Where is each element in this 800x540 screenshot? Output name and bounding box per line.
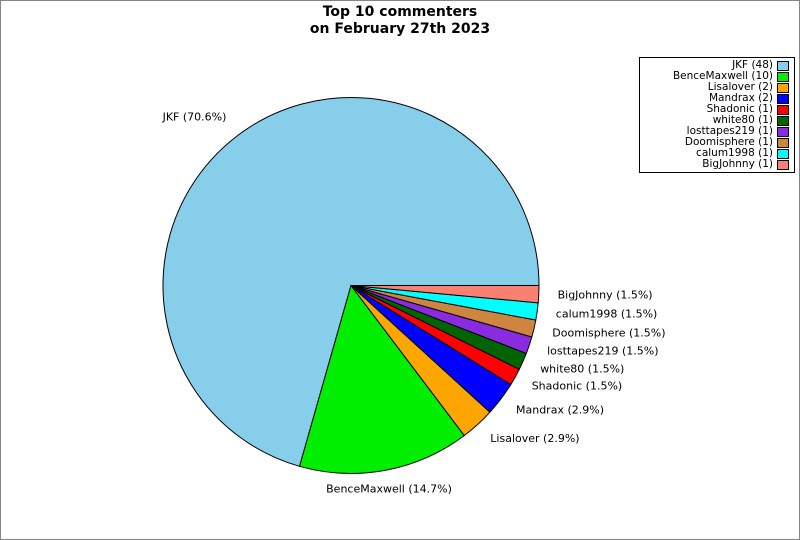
chart-title-line-1: Top 10 commenters [322,4,478,20]
legend-label: Doomisphere (1) [684,136,773,148]
legend-row-losttapes219: losttapes219 (1) [642,126,789,137]
legend-swatch-Lisalover [777,82,789,93]
legend-label: calum1998 (1) [696,147,773,159]
legend-row-calum1998: calum1998 (1) [642,148,789,159]
legend-swatch-white80 [777,115,789,126]
legend-swatch-calum1998 [777,148,789,159]
legend-swatch-Doomisphere [777,137,789,148]
legend-label: white80 (1) [712,114,773,126]
chart-title-line-2: on February 27th 2023 [309,20,491,37]
pie-slice-BenceMaxwell [298,284,466,474]
wedge-label-Shadonic: Shadonic (1.5%) [532,380,623,393]
legend-row-Shadonic: Shadonic (1) [642,104,789,115]
legend-row-Lisalover: Lisalover (2) [642,82,789,93]
chart-title: Top 10 commenters on February 27th 2023 [1,4,799,37]
legend-swatch-JKF [777,60,789,71]
wedge-label-BigJohnny: BigJohnny (1.5%) [558,289,653,302]
legend-label: Lisalover (2) [707,81,773,93]
legend-swatch-BenceMaxwell [777,71,789,82]
legend-label: BenceMaxwell (10) [672,70,773,82]
legend: JKF (48) BenceMaxwell (10) Lisalover (2) Ma… [639,57,795,173]
wedge-label-Doomisphere: Doomisphere (1.5%) [552,326,665,339]
wedge-label-Mandrax: Mandrax (2.9%) [516,404,604,417]
legend-swatch-BigJohnny [777,159,789,170]
legend-row-white80: white80 (1) [642,115,789,126]
legend-label: JKF (48) [732,59,773,71]
legend-row-JKF: JKF (48) [642,60,789,71]
wedge-label-JKF: JKF (70.6%) [162,111,227,124]
wedge-label-calum1998: calum1998 (1.5%) [556,308,658,321]
legend-row-BenceMaxwell: BenceMaxwell (10) [642,71,789,82]
pie-slice-JKF [162,97,540,467]
wedge-label-BenceMaxwell: BenceMaxwell (14.7%) [326,482,452,495]
legend-swatch-Shadonic [777,104,789,115]
wedge-label-Lisalover: Lisalover (2.9%) [490,432,579,445]
legend-row-Mandrax: Mandrax (2) [642,93,789,104]
legend-row-BigJohnny: BigJohnny (1) [642,159,789,170]
legend-row-Doomisphere: Doomisphere (1) [642,137,789,148]
wedge-label-losttapes219: losttapes219 (1.5%) [547,345,658,358]
legend-swatch-losttapes219 [777,126,789,137]
legend-swatch-Mandrax [777,93,789,104]
legend-label: losttapes219 (1) [686,125,773,137]
pie-slice-BigJohnny [350,285,540,304]
legend-label: Mandrax (2) [709,92,773,104]
wedge-label-white80: white80 (1.5%) [540,363,624,376]
legend-label: BigJohnny (1) [702,158,773,170]
legend-label: Shadonic (1) [706,103,773,115]
